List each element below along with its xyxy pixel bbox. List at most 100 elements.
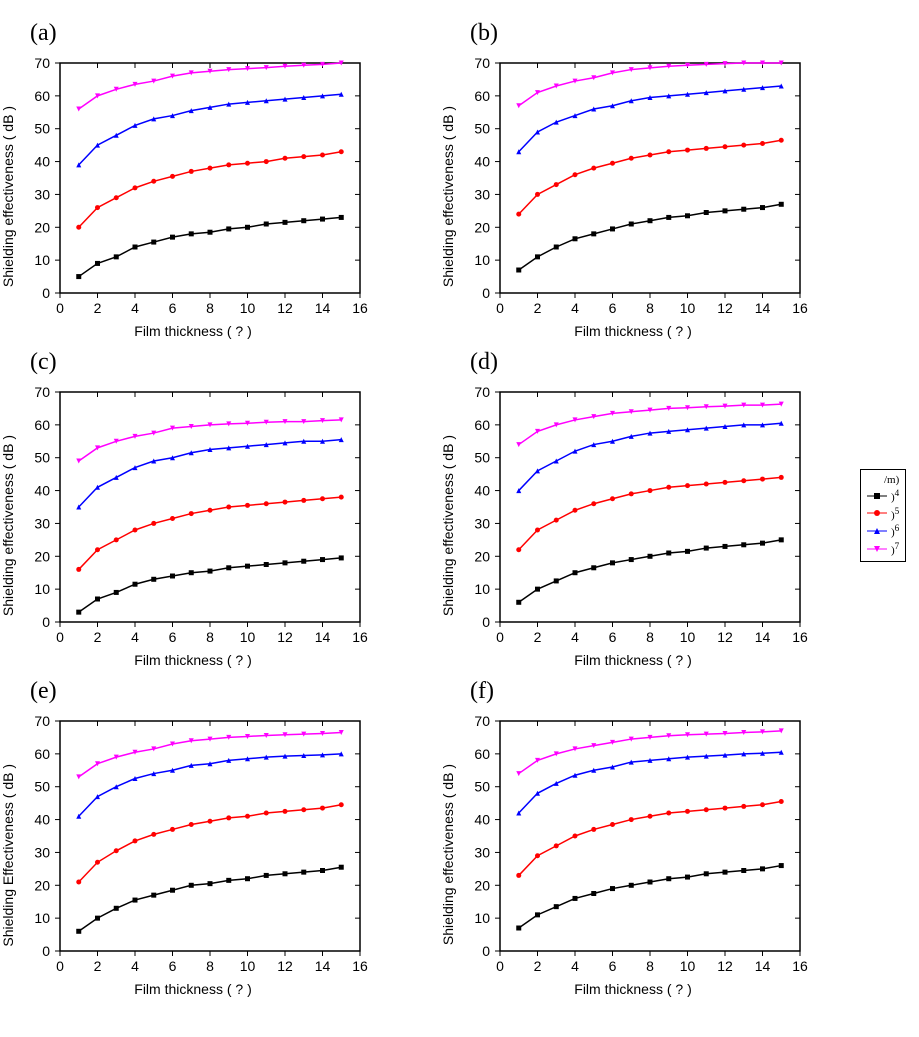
svg-text:60: 60: [34, 746, 50, 762]
legend-marker: [867, 544, 887, 554]
svg-text:70: 70: [474, 713, 490, 729]
panel-label: (b): [470, 20, 498, 47]
svg-text:4: 4: [131, 958, 139, 974]
svg-text:12: 12: [277, 300, 293, 316]
svg-text:30: 30: [34, 186, 50, 202]
svg-text:14: 14: [315, 300, 331, 316]
svg-text:70: 70: [474, 55, 490, 71]
chart-plot: 0246810121416010203040506070 Film thickn…: [458, 384, 808, 668]
svg-text:10: 10: [680, 629, 696, 645]
y-axis-label: Shielding effectiveness ( dB ): [440, 106, 456, 287]
svg-text:6: 6: [609, 300, 617, 316]
svg-text:10: 10: [474, 581, 490, 597]
svg-text:6: 6: [609, 629, 617, 645]
svg-text:10: 10: [34, 252, 50, 268]
svg-text:50: 50: [34, 121, 50, 137]
svg-text:14: 14: [755, 958, 771, 974]
svg-text:20: 20: [34, 548, 50, 564]
x-axis-label: Film thickness ( ? ): [134, 323, 251, 339]
x-axis-label: Film thickness ( ? ): [574, 652, 691, 668]
svg-text:16: 16: [792, 629, 808, 645]
x-axis-label: Film thickness ( ? ): [134, 981, 251, 997]
legend-item: )5: [867, 506, 899, 522]
legend-text: )7: [891, 541, 899, 557]
svg-text:10: 10: [474, 252, 490, 268]
svg-text:10: 10: [240, 300, 256, 316]
svg-text:4: 4: [131, 629, 139, 645]
legend-text: )6: [891, 523, 899, 539]
x-axis-label: Film thickness ( ? ): [574, 981, 691, 997]
svg-text:10: 10: [474, 910, 490, 926]
chart-plot: 0246810121416010203040506070 Film thickn…: [18, 384, 368, 668]
svg-text:14: 14: [755, 629, 771, 645]
svg-text:0: 0: [42, 943, 50, 959]
panel-f: (f) Shielding effectiveness ( dB ) 02468…: [440, 678, 840, 997]
panel-label: (d): [470, 349, 498, 376]
panel-b: (b) Shielding effectiveness ( dB ) 02468…: [440, 20, 840, 339]
svg-text:10: 10: [34, 910, 50, 926]
svg-text:10: 10: [34, 581, 50, 597]
svg-text:20: 20: [474, 877, 490, 893]
svg-text:12: 12: [717, 629, 733, 645]
svg-text:8: 8: [206, 958, 214, 974]
svg-text:8: 8: [206, 629, 214, 645]
svg-text:8: 8: [646, 300, 654, 316]
svg-text:12: 12: [717, 958, 733, 974]
svg-text:16: 16: [352, 300, 368, 316]
svg-text:50: 50: [34, 450, 50, 466]
legend-marker: [867, 526, 887, 536]
legend-marker: [867, 508, 887, 518]
panel-e: (e) Shielding Effectiveness ( dB ) 02468…: [0, 678, 400, 997]
svg-text:16: 16: [792, 958, 808, 974]
svg-text:2: 2: [534, 958, 542, 974]
svg-text:30: 30: [34, 515, 50, 531]
svg-text:4: 4: [131, 300, 139, 316]
svg-text:12: 12: [717, 300, 733, 316]
svg-text:0: 0: [482, 943, 490, 959]
svg-text:30: 30: [474, 844, 490, 860]
legend-text: )5: [891, 506, 899, 522]
svg-text:2: 2: [534, 300, 542, 316]
legend-item: )4: [867, 488, 899, 504]
svg-text:60: 60: [474, 417, 490, 433]
x-axis-label: Film thickness ( ? ): [134, 652, 251, 668]
svg-text:0: 0: [56, 958, 64, 974]
svg-text:10: 10: [240, 958, 256, 974]
svg-text:8: 8: [206, 300, 214, 316]
svg-text:70: 70: [34, 55, 50, 71]
svg-text:20: 20: [34, 219, 50, 235]
svg-text:16: 16: [352, 958, 368, 974]
legend: /m) )4 )5)6 )7: [860, 469, 906, 562]
svg-text:0: 0: [56, 629, 64, 645]
legend-header: /m): [867, 474, 899, 486]
svg-text:50: 50: [474, 450, 490, 466]
svg-text:40: 40: [34, 812, 50, 828]
svg-text:6: 6: [169, 958, 177, 974]
svg-text:2: 2: [534, 629, 542, 645]
chart-plot: 0246810121416010203040506070 Film thickn…: [458, 55, 808, 339]
svg-text:6: 6: [169, 300, 177, 316]
svg-text:70: 70: [474, 384, 490, 400]
svg-text:0: 0: [496, 300, 504, 316]
chart-plot: 0246810121416010203040506070 Film thickn…: [458, 713, 808, 997]
svg-text:2: 2: [94, 300, 102, 316]
legend-marker: [867, 491, 887, 501]
svg-text:2: 2: [94, 958, 102, 974]
svg-text:0: 0: [42, 285, 50, 301]
svg-text:40: 40: [474, 154, 490, 170]
svg-text:40: 40: [474, 483, 490, 499]
svg-text:30: 30: [474, 186, 490, 202]
svg-text:50: 50: [34, 779, 50, 795]
svg-text:20: 20: [34, 877, 50, 893]
svg-text:10: 10: [240, 629, 256, 645]
panel-label: (e): [30, 678, 57, 705]
svg-text:40: 40: [34, 483, 50, 499]
svg-text:0: 0: [482, 285, 490, 301]
y-axis-label: Shielding effectiveness ( dB ): [440, 764, 456, 945]
svg-text:60: 60: [474, 88, 490, 104]
svg-text:2: 2: [94, 629, 102, 645]
svg-text:8: 8: [646, 958, 654, 974]
x-axis-label: Film thickness ( ? ): [574, 323, 691, 339]
svg-text:50: 50: [474, 121, 490, 137]
legend-item: )7: [867, 541, 899, 557]
